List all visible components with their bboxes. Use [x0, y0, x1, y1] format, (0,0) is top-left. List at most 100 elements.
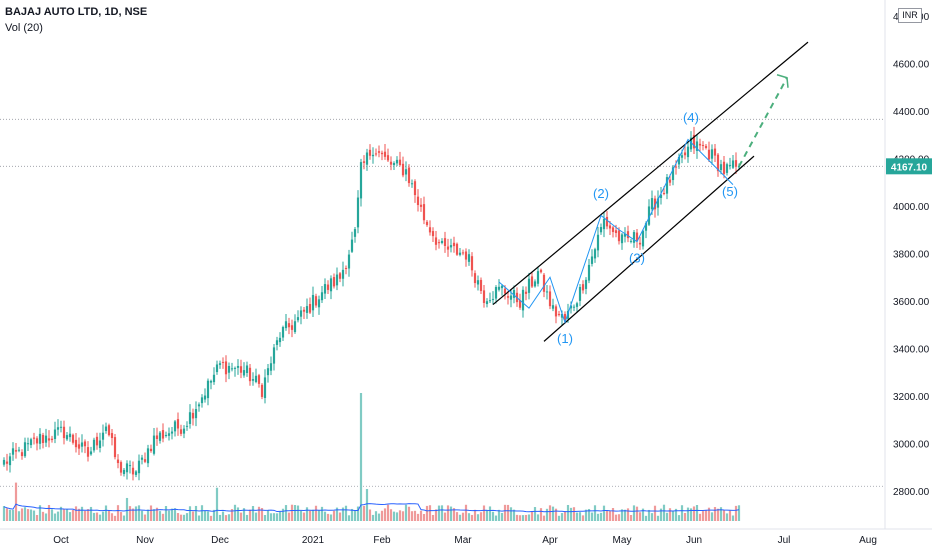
candle-body: [692, 134, 696, 149]
candle-body: [92, 439, 96, 451]
candle-body: [590, 256, 594, 264]
candle-body: [416, 196, 420, 206]
candle-body: [608, 225, 612, 229]
volume-bar: [128, 506, 132, 521]
candle-body: [572, 306, 576, 308]
volume-bar: [35, 514, 39, 521]
candle-body: [536, 271, 540, 284]
candle-body: [329, 278, 333, 292]
volume-bar: [737, 505, 741, 521]
volume-bar: [239, 512, 243, 521]
candle-body: [449, 245, 453, 248]
volume-bar: [356, 506, 360, 521]
candle-body: [224, 361, 228, 375]
candle-body: [632, 232, 636, 243]
candle-body: [98, 440, 102, 449]
volume-bar: [578, 512, 582, 521]
volume-bar: [698, 513, 702, 521]
candle-body: [653, 198, 657, 210]
volume-bar: [614, 514, 618, 521]
candle-body: [26, 443, 30, 445]
candle-body: [284, 321, 288, 329]
candle-body: [623, 233, 627, 237]
candle-body: [32, 437, 36, 439]
candle-body: [119, 462, 123, 473]
volume-bar: [479, 512, 483, 521]
volume-bar: [68, 512, 72, 521]
candle-body: [125, 463, 129, 473]
candle-body: [116, 459, 120, 464]
candle-body: [62, 426, 66, 439]
candle-body: [197, 404, 201, 407]
volume-bar: [101, 511, 105, 521]
volume-bar: [329, 514, 333, 521]
volume-bar: [284, 505, 288, 521]
volume-bar: [557, 515, 561, 521]
candle-body: [614, 230, 618, 233]
candle-body: [341, 269, 345, 279]
volume-bar: [458, 514, 462, 521]
volume-bar: [62, 509, 66, 521]
volume-bar: [731, 515, 735, 521]
volume-bar: [104, 505, 108, 521]
candle-body: [188, 412, 192, 424]
volume-bar: [185, 513, 189, 521]
volume-bar: [308, 510, 312, 521]
volume-bar: [233, 504, 237, 521]
candle-body: [707, 149, 711, 160]
volume-bar: [665, 512, 669, 521]
volume-bar: [383, 508, 387, 521]
candle-body: [440, 240, 444, 244]
volume-bar: [641, 508, 645, 521]
volume-bar: [659, 508, 663, 521]
volume-indicator-label[interactable]: Vol (20): [5, 22, 43, 34]
volume-bar: [683, 512, 687, 521]
volume-bar: [551, 506, 555, 521]
volume-bar: [407, 506, 411, 521]
volume-bar: [476, 514, 480, 521]
volume-bar: [110, 513, 114, 521]
volume-bar: [65, 509, 69, 521]
candle-body: [704, 145, 708, 149]
currency-label[interactable]: INR: [898, 8, 922, 23]
y-tick-label: 3000.00: [893, 440, 930, 451]
candle-body: [14, 450, 18, 452]
y-tick-label: 3800.00: [893, 250, 930, 261]
volume-bar: [563, 511, 567, 521]
symbol-title: BAJAJ AUTO LTD, 1D, NSE: [5, 6, 148, 18]
candle-body: [260, 384, 264, 397]
volume-bar: [521, 515, 525, 521]
candle-body: [539, 269, 543, 273]
y-tick-label: 3200.00: [893, 392, 930, 403]
candle-body: [680, 155, 684, 158]
elliott-wave-path: [498, 138, 734, 324]
candle-body: [665, 177, 669, 194]
candle-body: [86, 447, 90, 457]
volume-bar: [572, 507, 576, 521]
candle-body: [677, 156, 681, 165]
candle-body: [35, 438, 39, 444]
candle-body: [74, 439, 78, 448]
volume-bar: [689, 508, 693, 521]
candle-body: [380, 152, 384, 155]
candle-body: [41, 434, 45, 443]
volume-bar: [386, 504, 390, 521]
candle-body: [8, 456, 12, 466]
volume-bar: [146, 509, 150, 521]
volume-bar: [149, 505, 153, 521]
volume-bar: [629, 514, 633, 521]
candle-body: [461, 252, 465, 254]
candle-body: [512, 289, 516, 298]
candle-body: [149, 448, 153, 452]
candle-body: [425, 221, 429, 226]
volume-bar: [167, 510, 171, 521]
volume-bar: [404, 504, 408, 521]
candle-body: [644, 223, 648, 231]
volume-bar: [335, 507, 339, 521]
candle-body: [437, 242, 441, 244]
volume-bar: [398, 510, 402, 521]
volume-bar: [215, 487, 219, 521]
x-tick-label: Apr: [542, 535, 558, 546]
